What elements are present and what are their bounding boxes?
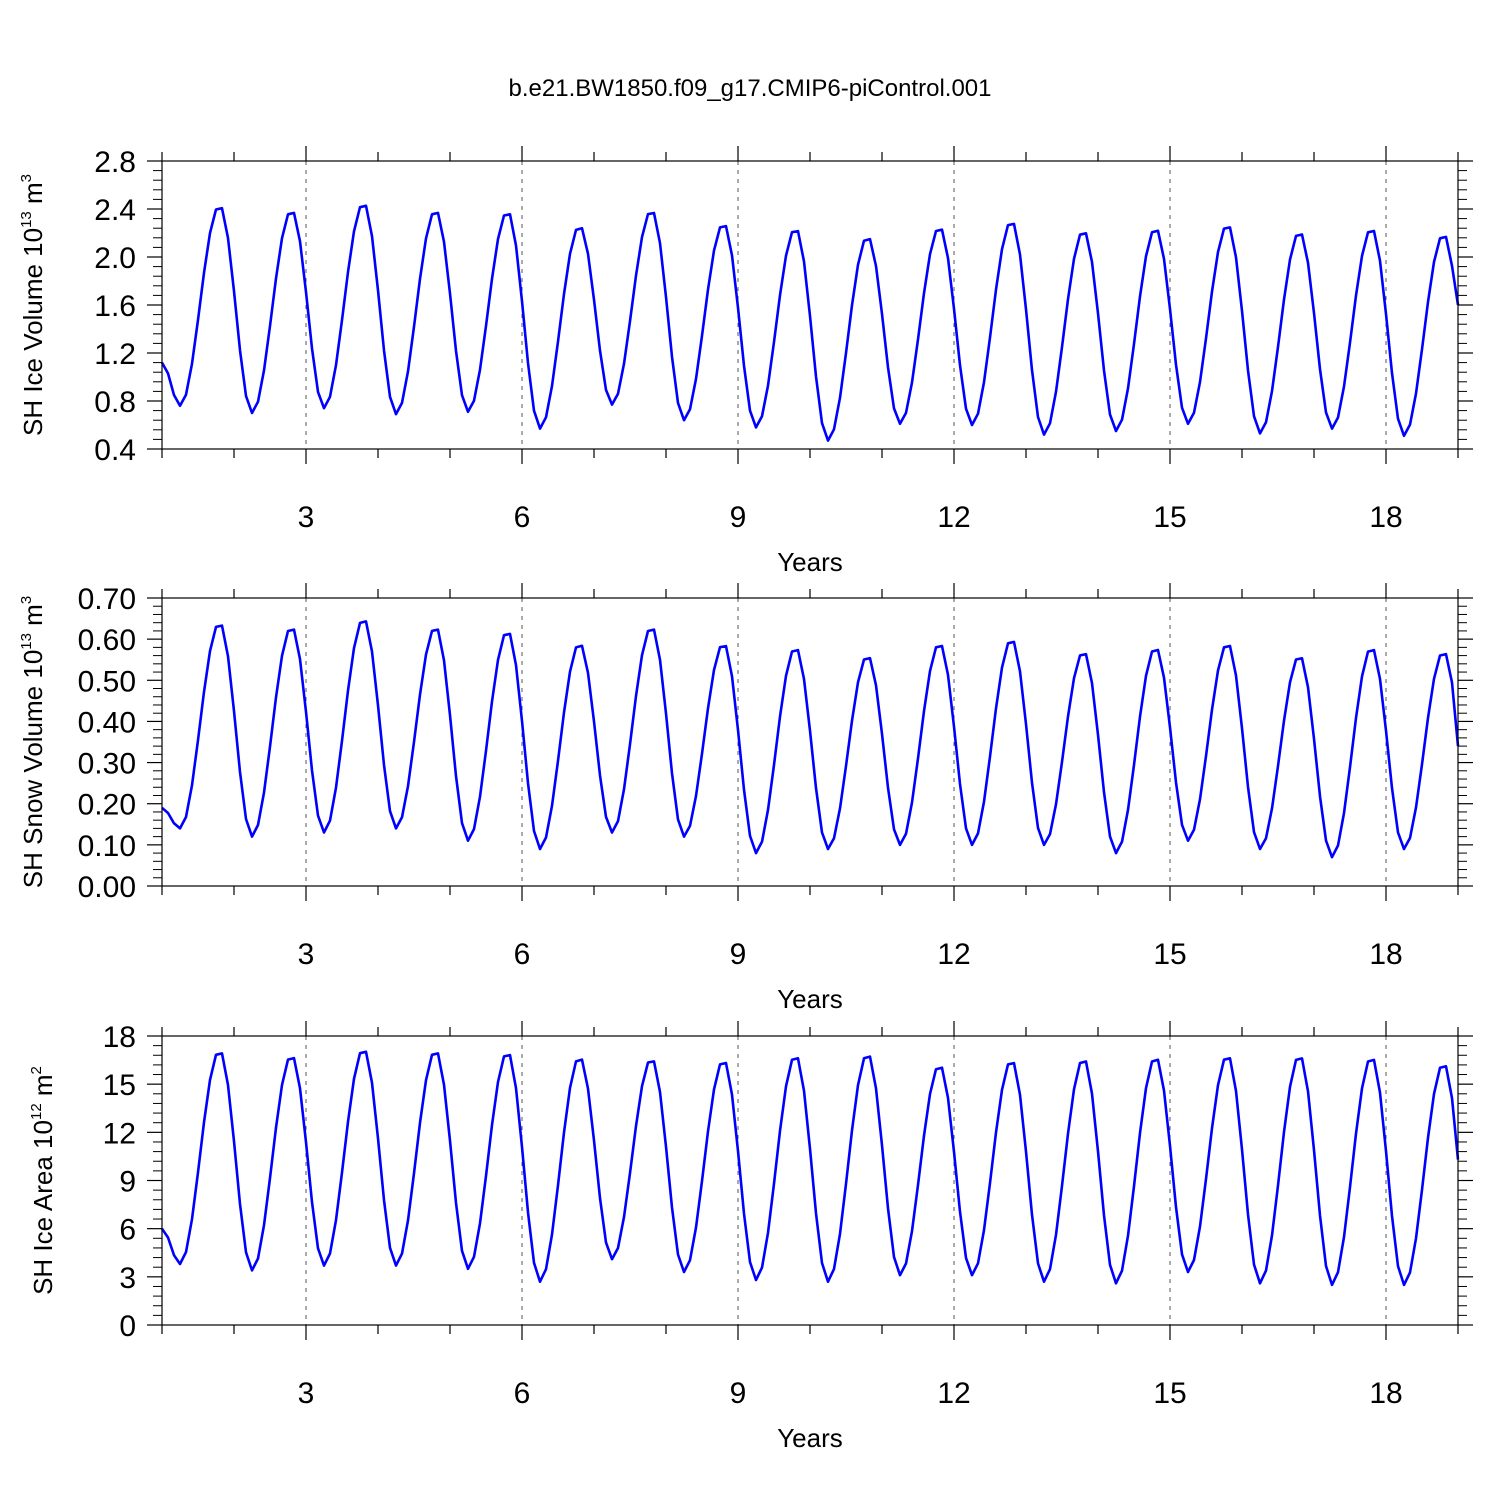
x-tick-label: 6 [514, 1377, 531, 1410]
y-tick-label: 0.20 [78, 789, 136, 822]
y-tick-label: 1.6 [94, 290, 136, 323]
y-label-text: m [28, 1074, 58, 1103]
x-tick-label: 3 [298, 938, 315, 971]
panel-2: 3 6 9 12 15 18 Years 0.00 0.10 0.20 0.30 0.40 0.50 0.… [18, 583, 1473, 1014]
y-tick-label: 15 [103, 1069, 136, 1102]
y-tick-label: 2.4 [94, 194, 136, 227]
y-label-superscript: 2 [28, 1066, 45, 1074]
y-label-text: SH Ice Area 10 [28, 1120, 58, 1295]
y-label-superscript: 3 [18, 596, 35, 604]
x-tick-label: 18 [1369, 501, 1402, 534]
x-tick-label: 6 [514, 501, 531, 534]
y-label-text: SH Ice Volume 10 [18, 228, 48, 436]
x-tick-label: 15 [1153, 938, 1186, 971]
x-tick-label: 12 [937, 1377, 970, 1410]
y-tick-label: 0.8 [94, 386, 136, 419]
y-tick-label: 3 [119, 1262, 136, 1295]
y-label-superscript: 12 [28, 1103, 45, 1120]
series-line [160, 204, 1460, 442]
y-axis-label: SH Snow Volume 1013 m3 [18, 596, 48, 888]
x-tick-label: 9 [730, 501, 747, 534]
y-axis-label: SH Ice Area 1012 m2 [28, 1066, 58, 1295]
plot-frame [161, 1035, 1459, 1326]
x-tick-label: 9 [730, 1377, 747, 1410]
y-label-superscript: 3 [18, 174, 35, 182]
x-tick-label: 12 [937, 938, 970, 971]
y-tick-label: 9 [119, 1166, 136, 1199]
y-label-text: m [18, 604, 48, 633]
y-tick-label: 6 [119, 1214, 136, 1247]
figure-title: b.e21.BW1850.f09_g17.CMIP6-piControl.001 [509, 75, 992, 102]
x-axis-label: Years [777, 984, 843, 1014]
series-line [160, 1050, 1460, 1287]
y-axis-label: SH Ice Volume 1013 m3 [18, 174, 48, 436]
x-axis-label: Years [777, 1423, 843, 1453]
x-tick-label: 12 [937, 501, 970, 534]
y-tick-label: 0.40 [78, 706, 136, 739]
y-tick-label: 0.60 [78, 624, 136, 657]
y-tick-label: 0.00 [78, 871, 136, 904]
y-label-text: m [18, 182, 48, 211]
x-tick-label: 3 [298, 501, 315, 534]
y-tick-label: 0.4 [94, 434, 136, 467]
y-tick-label: 0.70 [78, 583, 136, 616]
x-tick-label: 18 [1369, 938, 1402, 971]
y-tick-label: 12 [103, 1117, 136, 1150]
y-tick-label: 0.50 [78, 665, 136, 698]
y-tick-label: 1.2 [94, 338, 136, 371]
y-tick-label: 0.10 [78, 830, 136, 863]
x-tick-label: 3 [298, 1377, 315, 1410]
series-line [161, 620, 1460, 859]
y-tick-label: 0.30 [78, 748, 136, 781]
y-label-superscript: 13 [18, 633, 35, 650]
x-tick-label: 15 [1153, 501, 1186, 534]
y-label-text: SH Snow Volume 10 [18, 650, 48, 888]
x-tick-label: 9 [730, 938, 747, 971]
y-label-superscript: 13 [18, 211, 35, 228]
x-axis-label: Years [777, 547, 843, 577]
x-tick-label: 18 [1369, 1377, 1402, 1410]
panel-1: 3 6 9 12 15 18 Years 0.4 0.8 1.2 1.6 2.0 2.4 2.8 SH Ic… [18, 146, 1473, 577]
x-tick-label: 15 [1153, 1377, 1186, 1410]
y-tick-label: 2.8 [94, 146, 136, 179]
x-tick-label: 6 [514, 938, 531, 971]
y-tick-label: 2.0 [94, 242, 136, 275]
y-tick-label: 0 [119, 1310, 136, 1343]
y-tick-label: 18 [103, 1021, 136, 1054]
